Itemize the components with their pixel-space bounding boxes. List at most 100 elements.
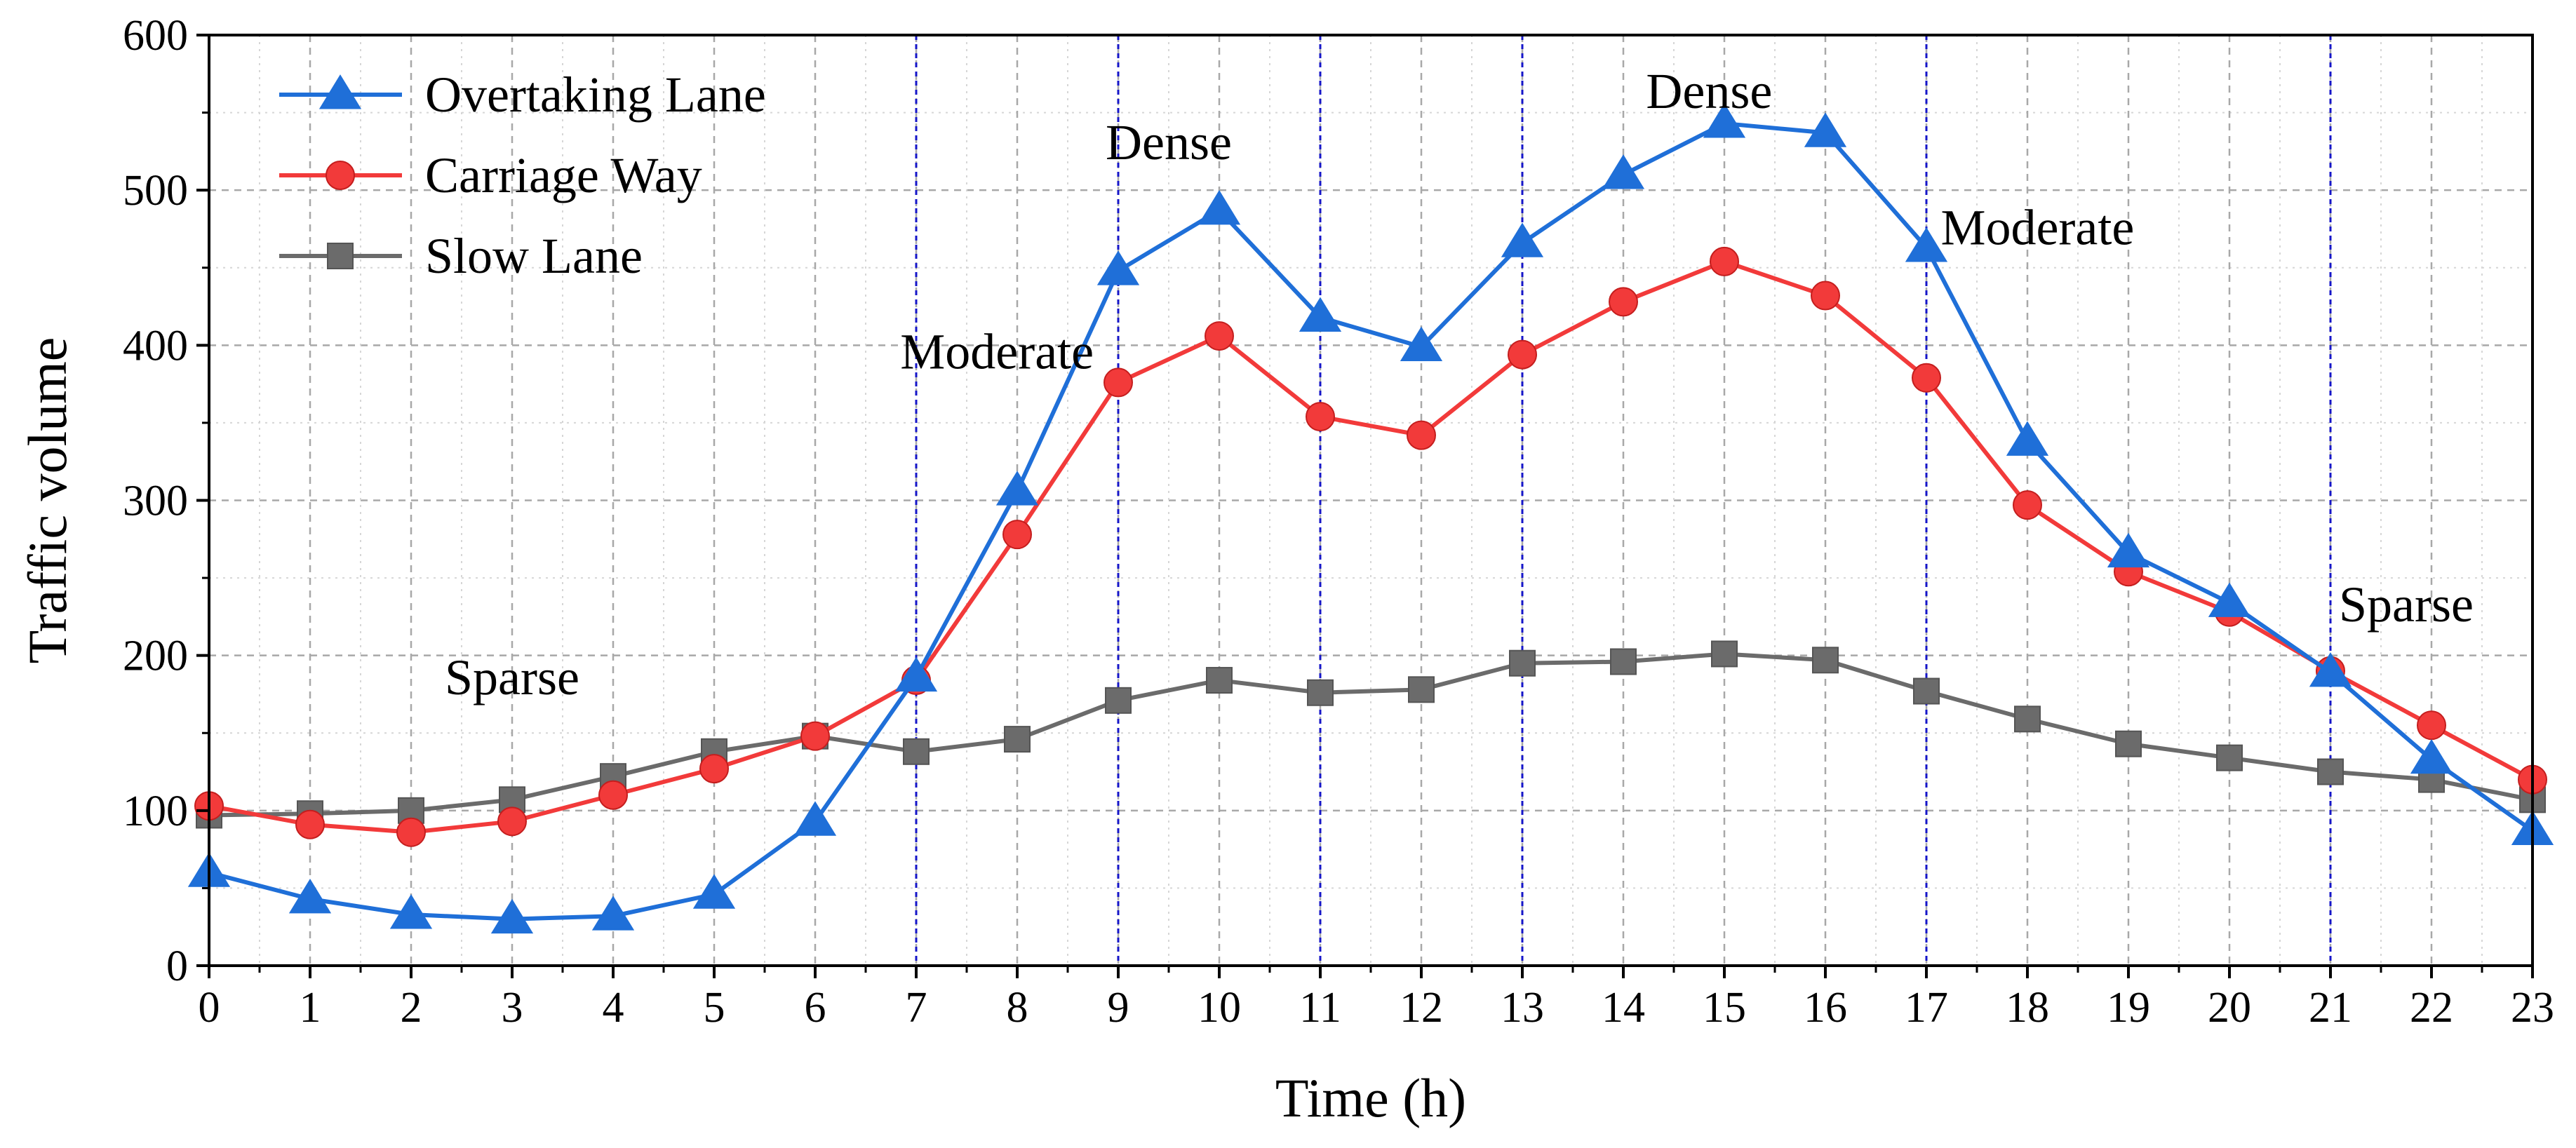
x-tick-label: 2 <box>401 984 422 1032</box>
data-point-slow-lane <box>1206 667 1233 694</box>
legend: Overtaking Lane Carriage Way Slow Lane <box>279 67 766 284</box>
y-tick-label: 400 <box>123 322 188 370</box>
annotation-moderate: Moderate <box>1940 200 2134 256</box>
legend-marker-triangle-icon <box>318 74 362 109</box>
x-tick-label: 17 <box>1905 984 1948 1032</box>
x-tick-label: 14 <box>1602 984 1645 1032</box>
x-tick-label: 21 <box>2309 984 2352 1032</box>
data-point-slow-lane <box>1913 677 1940 705</box>
annotation-moderate: Moderate <box>900 324 1094 380</box>
data-point-overtaking-lane <box>1804 112 1847 147</box>
data-point-carriage-way <box>598 780 628 810</box>
data-point-carriage-way <box>396 817 426 847</box>
legend-label-overtaking-lane: Overtaking Lane <box>425 67 766 123</box>
data-point-overtaking-lane <box>793 801 837 836</box>
data-point-overtaking-lane <box>1096 250 1140 285</box>
data-point-carriage-way <box>1002 520 1032 550</box>
x-tick-label: 11 <box>1299 984 1341 1032</box>
data-point-slow-lane <box>2317 758 2344 785</box>
y-tick-label: 100 <box>123 788 188 835</box>
legend-marker-square-icon <box>327 243 354 269</box>
data-point-carriage-way <box>1508 339 1537 370</box>
data-point-carriage-way <box>2417 710 2446 741</box>
data-point-slow-lane <box>1812 647 1839 674</box>
data-point-carriage-way <box>1103 367 1133 398</box>
legend-marker-circle-icon <box>326 161 355 190</box>
data-point-overtaking-lane <box>1703 103 1746 138</box>
data-point-overtaking-lane <box>490 898 534 934</box>
x-tick-label: 13 <box>1501 984 1544 1032</box>
data-point-slow-lane <box>2115 730 2142 757</box>
x-tick-label: 7 <box>906 984 927 1032</box>
x-tick-label: 3 <box>502 984 523 1032</box>
data-point-overtaking-lane <box>389 894 433 929</box>
data-point-carriage-way <box>497 806 527 837</box>
data-point-overtaking-lane <box>288 878 332 914</box>
data-point-slow-lane <box>1004 726 1031 753</box>
series-line-carriage-way <box>208 259 2534 835</box>
data-point-carriage-way <box>1407 420 1436 450</box>
data-point-carriage-way <box>1609 287 1638 317</box>
x-tick-label: 5 <box>704 984 725 1032</box>
y-tick-label: 200 <box>123 633 188 680</box>
data-point-carriage-way <box>1710 246 1739 276</box>
data-point-overtaking-lane <box>1501 222 1544 257</box>
legend-label-slow-lane: Slow Lane <box>425 228 643 284</box>
data-point-overtaking-lane <box>1198 189 1241 225</box>
data-point-slow-lane <box>2216 744 2243 771</box>
annotation-sparse: Sparse <box>445 649 579 705</box>
x-tick-label: 1 <box>300 984 321 1032</box>
data-point-overtaking-lane <box>894 656 938 692</box>
x-tick-label: 18 <box>2006 984 2049 1032</box>
legend-marker-shape <box>318 74 362 109</box>
data-point-slow-lane <box>1408 676 1435 703</box>
data-point-overtaking-lane <box>2208 582 2251 617</box>
data-point-carriage-way <box>699 754 729 784</box>
data-point-overtaking-lane <box>1299 297 1342 332</box>
data-point-overtaking-lane <box>1905 227 1948 262</box>
data-point-carriage-way <box>800 721 830 751</box>
x-tick-label: 16 <box>1804 984 1847 1032</box>
data-point-slow-lane <box>1105 687 1132 714</box>
y-tick-label: 600 <box>123 12 188 60</box>
annotation-dense: Dense <box>1646 63 1772 119</box>
x-tick-label: 8 <box>1007 984 1028 1032</box>
legend-item-overtaking-lane: Overtaking Lane <box>279 67 766 123</box>
data-point-overtaking-lane <box>692 874 736 909</box>
legend-item-slow-lane: Slow Lane <box>279 228 643 284</box>
y-axis-title: Traffic volume <box>17 337 78 664</box>
data-point-slow-lane <box>1307 679 1334 706</box>
legend-item-carriage-way: Carriage Way <box>279 147 702 203</box>
data-point-slow-lane <box>1610 648 1637 675</box>
y-tick-label: 0 <box>166 943 188 990</box>
y-tick-label: 300 <box>123 478 188 525</box>
data-point-overtaking-lane <box>2410 738 2453 774</box>
x-tick-label: 6 <box>805 984 826 1032</box>
x-tick-label: 15 <box>1703 984 1746 1032</box>
data-point-overtaking-lane <box>1400 326 1443 361</box>
x-tick-label: 23 <box>2511 984 2554 1032</box>
data-point-carriage-way <box>1811 281 1840 311</box>
data-point-overtaking-lane <box>1602 154 1645 189</box>
data-point-overtaking-lane <box>2006 421 2049 456</box>
x-tick-label: 9 <box>1108 984 1129 1032</box>
legend-marker-shape <box>326 161 355 190</box>
series-line-slow-lane <box>208 651 2533 818</box>
data-point-slow-lane <box>2014 705 2041 733</box>
legend-label-carriage-way: Carriage Way <box>425 147 702 203</box>
data-point-overtaking-lane <box>2107 532 2150 568</box>
data-point-carriage-way <box>295 809 325 839</box>
x-tick-label: 4 <box>603 984 624 1032</box>
data-point-carriage-way <box>1912 363 1941 393</box>
phase-boundary-lines <box>915 35 2332 966</box>
annotation-sparse: Sparse <box>2339 576 2474 633</box>
data-point-overtaking-lane <box>591 896 635 931</box>
legend-marker-shape <box>327 243 354 269</box>
x-tick-label: 22 <box>2410 984 2453 1032</box>
data-point-carriage-way <box>2013 490 2042 520</box>
x-tick-label: 0 <box>199 984 220 1032</box>
data-point-carriage-way <box>1205 321 1234 351</box>
data-point-slow-lane <box>1711 640 1738 668</box>
